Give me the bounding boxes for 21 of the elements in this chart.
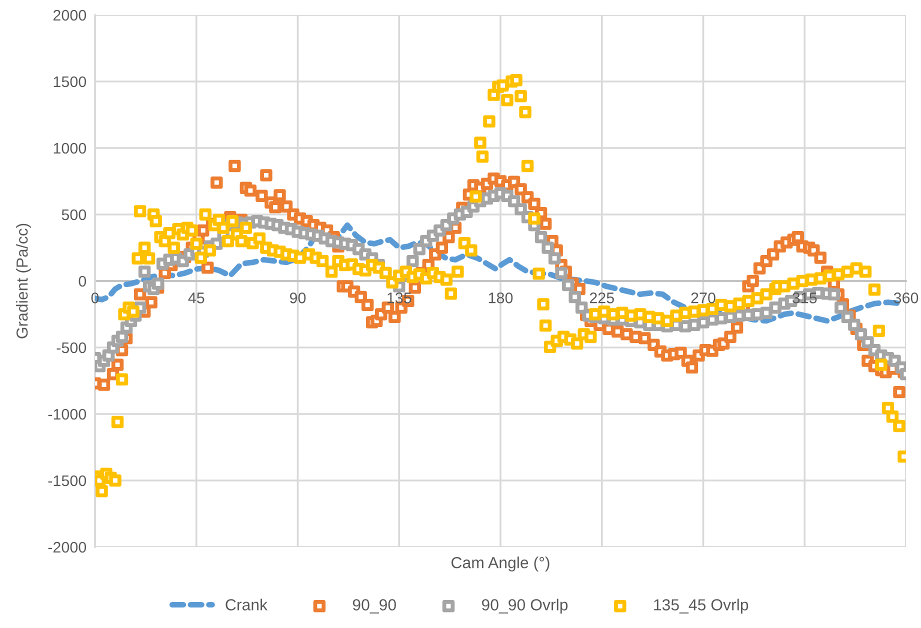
legend-label: 90_90 Ovrlp [482, 598, 568, 614]
y-tick-label: -2000 [48, 542, 86, 553]
legend-label: 135_45 Ovrlp [654, 598, 748, 614]
y-tick-label: 1500 [54, 76, 86, 88]
y-tick-label: 500 [62, 209, 86, 220]
y-tick-label: 1000 [54, 142, 86, 154]
y-tick-label: 2000 [53, 10, 86, 21]
legend-label: Crank [226, 598, 268, 610]
y-tick-label: -1000 [48, 408, 86, 420]
y-tick-label: -500 [56, 342, 86, 354]
x-axis-title: Cam Angle (°) [452, 556, 550, 572]
y-tick-label: 0 [78, 276, 86, 287]
x-tick-label: 45 [188, 292, 204, 304]
y-tick-label: -1500 [48, 475, 86, 486]
x-tick-label: 225 [590, 292, 614, 304]
x-tick-label: 360 [894, 292, 918, 304]
legend-label: 90_90 [352, 599, 396, 614]
x-tick-label: 180 [488, 292, 513, 304]
x-tick-label: 270 [691, 292, 716, 304]
y-axis-title: Gradient (Pa/cc) [16, 224, 31, 338]
x-tick-label: 90 [290, 292, 306, 304]
